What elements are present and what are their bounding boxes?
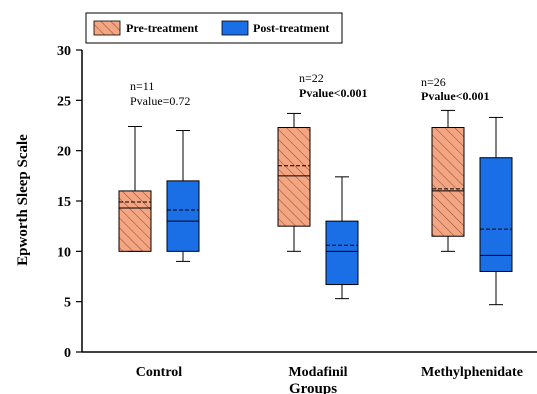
x-axis-title: Groups — [289, 381, 337, 394]
legend-label-post-treatment: Post-treatment — [253, 21, 329, 35]
annotation-n: n=26 — [421, 75, 446, 89]
legend-label-pre-treatment: Pre-treatment — [126, 21, 198, 35]
box-modafinil-pre — [277, 112, 311, 252]
y-axis-title: Epworth Sleep Scale — [15, 134, 31, 266]
box-iqr — [479, 157, 513, 272]
y-tick-label: 25 — [57, 94, 71, 109]
legend-swatch-pre-treatment — [93, 20, 121, 36]
y-tick-label: 0 — [64, 346, 71, 361]
y-tick-label: 20 — [57, 145, 71, 160]
annotation-pvalue: Pvalue<0.001 — [299, 86, 368, 100]
y-tick-label: 5 — [64, 296, 71, 311]
box-iqr — [118, 190, 152, 252]
annotation-n: n=11 — [130, 79, 154, 93]
category-labels: Control Modafinil Methylphenidate — [136, 365, 523, 380]
legend-swatch-post-treatment — [221, 20, 249, 36]
box-methylphenidate-pre — [431, 109, 465, 252]
annotation-n: n=22 — [299, 71, 324, 85]
legend-frame — [85, 12, 343, 44]
annotations: n=11Pvalue=0.72n=22Pvalue<0.001n=26Pvalu… — [130, 71, 490, 108]
box-iqr — [166, 180, 200, 252]
category-label: Methylphenidate — [421, 365, 523, 380]
box-modafinil-post — [325, 176, 359, 300]
annotation-pvalue: Pvalue=0.72 — [130, 94, 190, 108]
box-iqr — [325, 220, 359, 286]
box-control-pre — [118, 126, 152, 252]
box-methylphenidate-post — [479, 116, 513, 306]
y-tick-label: 30 — [57, 44, 71, 59]
box-control-post — [166, 130, 200, 262]
y-ticks: 0 5 10 15 20 25 30 — [57, 44, 82, 361]
box-iqr — [277, 127, 311, 227]
boxes — [118, 109, 513, 306]
y-tick-label: 15 — [57, 195, 71, 210]
box-iqr — [431, 127, 465, 237]
y-tick-label: 10 — [57, 245, 71, 260]
legend: Pre-treatment Post-treatment — [85, 12, 343, 44]
category-label: Control — [136, 365, 183, 380]
category-label: Modafinil — [288, 365, 347, 380]
annotation-pvalue: Pvalue<0.001 — [421, 89, 490, 103]
